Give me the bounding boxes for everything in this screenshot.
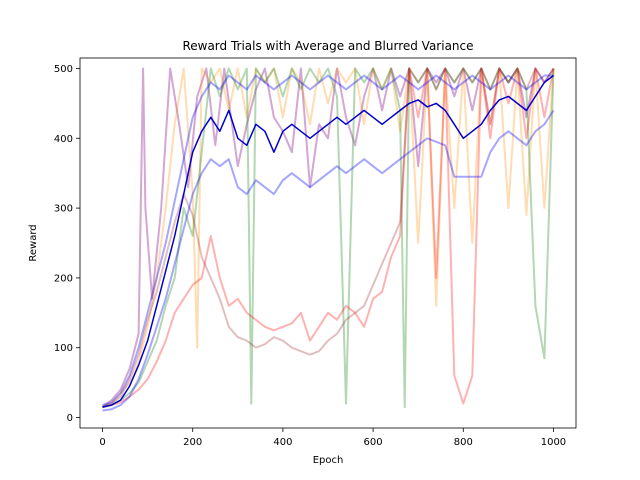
series-line-1 xyxy=(102,67,555,409)
x-tick-label: 800 xyxy=(454,437,473,448)
y-tick-label: 300 xyxy=(54,204,73,215)
y-tick-label: 400 xyxy=(54,134,73,145)
series-line-5 xyxy=(102,74,554,406)
x-tick-label: 400 xyxy=(273,437,292,448)
series-layer xyxy=(101,67,555,412)
series-line-2 xyxy=(102,67,555,409)
y-axis-label: Reward xyxy=(28,224,39,261)
x-axis-ticks: 0 200 400 600 800 1000 xyxy=(99,428,566,448)
series-line-3 xyxy=(102,67,555,409)
y-axis-ticks: 0 100 200 300 400 500 xyxy=(54,64,80,424)
x-axis-label: Epoch xyxy=(313,455,344,466)
x-tick-label: 200 xyxy=(183,437,202,448)
y-tick-label: 200 xyxy=(54,273,73,284)
chart-title: Reward Trials with Average and Blurred V… xyxy=(182,39,473,53)
y-tick-label: 0 xyxy=(67,413,73,424)
axes-frame xyxy=(79,57,577,429)
x-tick-label: 600 xyxy=(364,437,383,448)
y-tick-label: 100 xyxy=(54,343,73,354)
series-line-6 xyxy=(102,109,555,412)
x-tick-label: 1000 xyxy=(541,437,566,448)
x-tick-label: 0 xyxy=(99,437,105,448)
series-line-0 xyxy=(101,67,555,408)
series-line-7 xyxy=(102,74,554,408)
series-line-4 xyxy=(102,67,555,409)
y-tick-label: 500 xyxy=(54,64,73,75)
